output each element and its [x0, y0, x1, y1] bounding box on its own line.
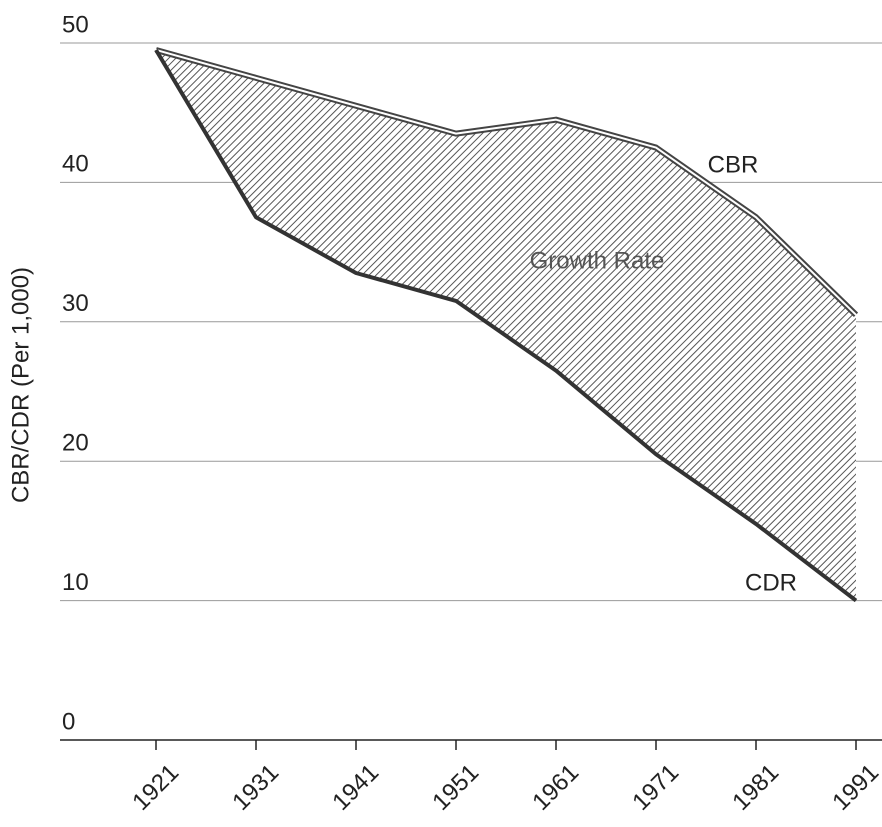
y-tick-label: 50 [62, 11, 89, 38]
line-highlight [155, 49, 857, 316]
x-tick-label: 1991 [827, 759, 882, 816]
x-tick-label: 1981 [727, 759, 784, 816]
growth-area [156, 49, 856, 601]
x-tick-label: 1961 [527, 759, 584, 816]
area-label: Growth Rate [530, 247, 665, 274]
series-label: CBR [708, 151, 759, 178]
y-tick-label: 40 [62, 151, 89, 178]
x-tick-label: 1971 [627, 759, 684, 816]
x-tick-label: 1941 [327, 759, 384, 816]
plot: 0 10 20 30 40 50 1921 1931 1941 1951 1961 1971 1981 1… [60, 11, 882, 816]
series-label: CDR [745, 569, 797, 596]
y-tick-label: 20 [62, 430, 89, 457]
series-line [154, 48, 858, 603]
y-tick-label: 0 [62, 708, 75, 735]
y-tick-label: 10 [62, 569, 89, 596]
x-tick-label: 1951 [427, 759, 484, 816]
y-axis-title: CBR/CDR (Per 1,000) [7, 267, 34, 503]
x-tick-label: 1921 [127, 759, 184, 816]
x-tick-label: 1931 [227, 759, 284, 816]
y-tick-label: 30 [62, 290, 89, 317]
